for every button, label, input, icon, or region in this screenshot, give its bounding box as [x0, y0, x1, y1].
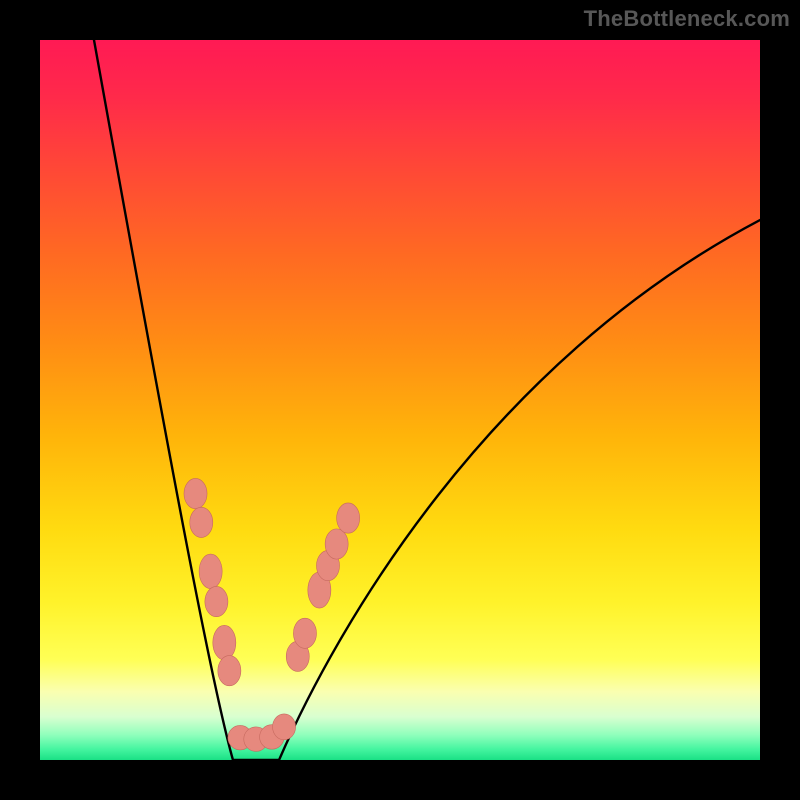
bead-left-4	[213, 625, 236, 660]
watermark-text: TheBottleneck.com	[584, 6, 790, 32]
bottleneck-chart	[40, 40, 760, 760]
bead-right-5	[337, 503, 360, 533]
bead-left-0	[184, 478, 207, 508]
bead-left-3	[205, 586, 228, 616]
bead-left-1	[190, 507, 213, 537]
bead-left-5	[218, 656, 241, 686]
chart-svg	[40, 40, 760, 760]
gradient-background	[40, 40, 760, 760]
bead-left-2	[199, 554, 222, 589]
bead-right-1	[293, 618, 316, 648]
stage: TheBottleneck.com	[0, 0, 800, 800]
bead-bottom-3	[273, 714, 296, 740]
bead-right-4	[325, 529, 348, 559]
